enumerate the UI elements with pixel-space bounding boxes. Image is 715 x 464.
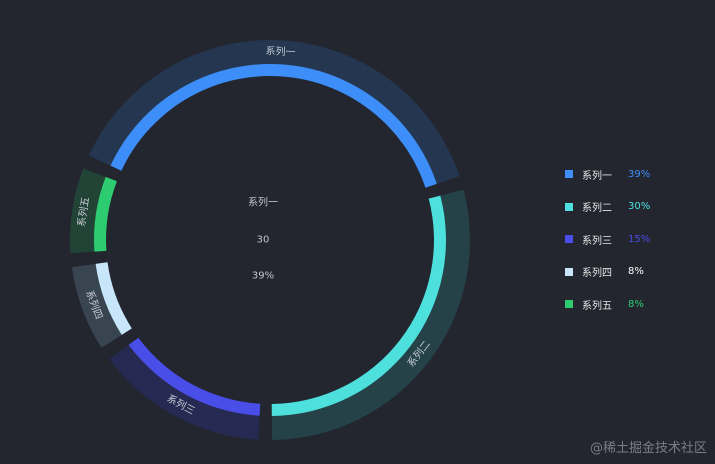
legend-label-4: 系列四 xyxy=(582,268,612,279)
legend-label-1: 系列一 xyxy=(582,170,612,182)
legend-item-3[interactable]: 系列三 15% xyxy=(565,231,650,247)
legend: 系列一 39% 系列二 30% 系列三 15% 系列四 8% 系列五 8% xyxy=(565,166,650,329)
legend-swatch-2 xyxy=(565,202,573,211)
legend-item-5[interactable]: 系列五 8% xyxy=(565,296,650,312)
slice-2[interactable] xyxy=(271,195,446,416)
slice-3[interactable] xyxy=(128,337,261,416)
legend-pct-2: 30% xyxy=(628,201,651,212)
watermark: @稀土掘金技术社区 xyxy=(589,441,707,456)
legend-pct-1: 39% xyxy=(628,168,651,180)
legend-pct-3: 15% xyxy=(628,233,651,245)
legend-item-4[interactable]: 系列四 8% xyxy=(565,264,650,280)
legend-item-2[interactable]: 系列二 30% xyxy=(565,199,650,215)
legend-item-1[interactable]: 系列一 39% xyxy=(565,166,650,182)
slice-4[interactable] xyxy=(95,262,132,335)
legend-swatch-4 xyxy=(565,267,573,276)
slice-label-5: 系列五 xyxy=(74,196,91,228)
slice-1[interactable] xyxy=(110,63,437,188)
slice-label-1: 系列一 xyxy=(265,44,296,59)
slice-bg-1 xyxy=(88,40,460,188)
center-value: 30 xyxy=(257,235,270,246)
legend-label-2: 系列二 xyxy=(582,203,612,214)
legend-swatch-5 xyxy=(565,300,573,308)
legend-label-5: 系列五 xyxy=(582,300,612,312)
slice-5[interactable] xyxy=(94,176,117,252)
legend-swatch-3 xyxy=(565,235,573,243)
center-name: 系列一 xyxy=(248,196,278,209)
legend-pct-4: 8% xyxy=(628,266,644,277)
legend-pct-5: 8% xyxy=(628,298,644,310)
legend-swatch-1 xyxy=(565,170,573,178)
legend-label-3: 系列三 xyxy=(582,235,612,247)
center-percent: 39% xyxy=(252,271,274,282)
slice-bg-2 xyxy=(271,189,470,440)
